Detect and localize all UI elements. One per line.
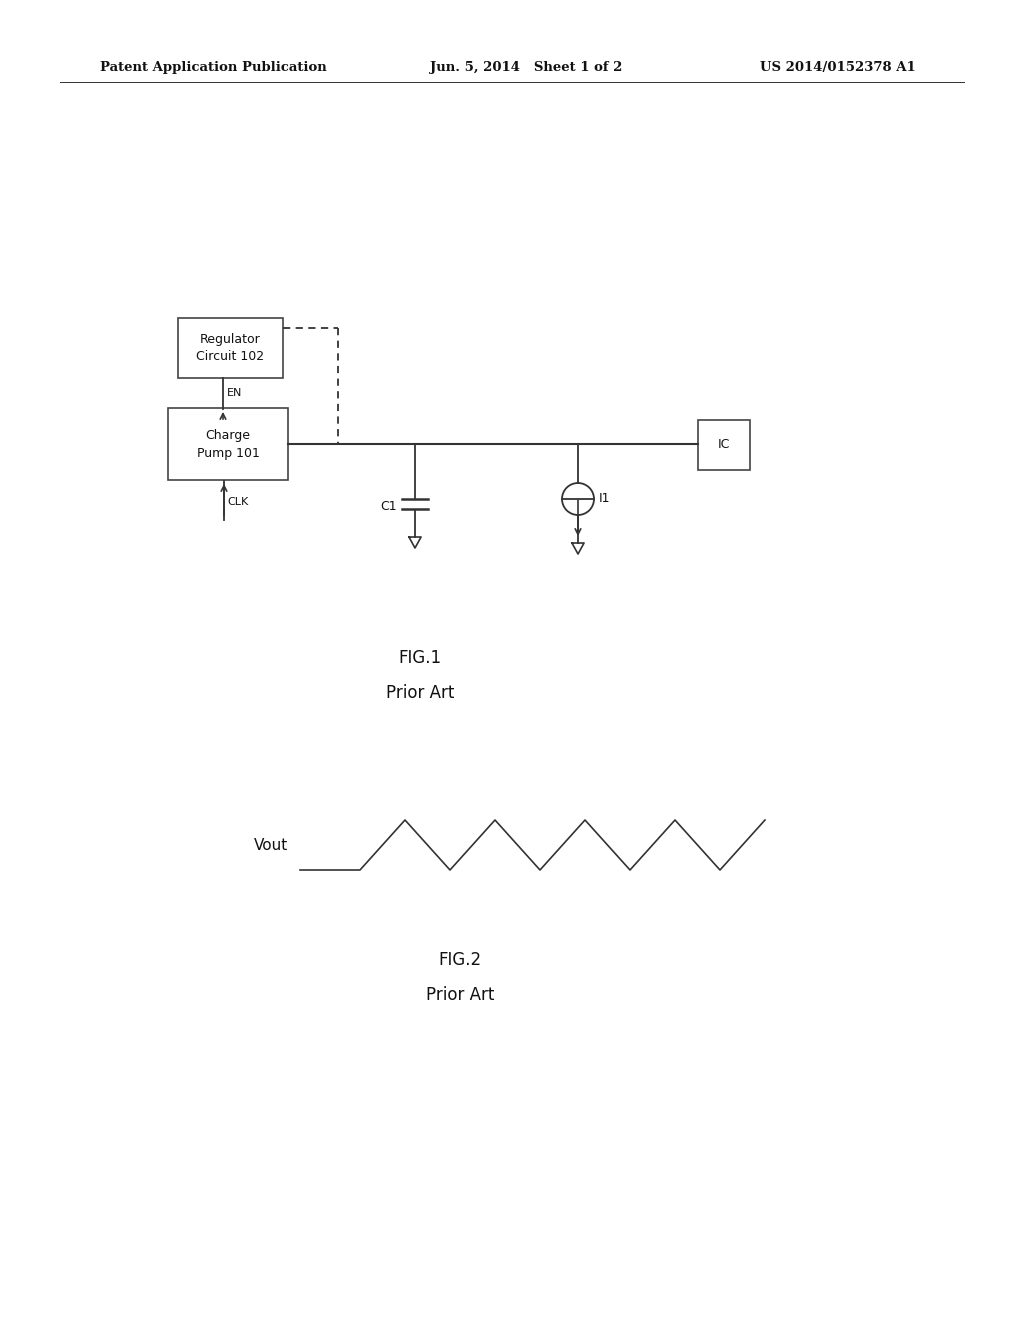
- Text: FIG.2: FIG.2: [438, 950, 481, 969]
- Text: Prior Art: Prior Art: [386, 684, 455, 702]
- Text: IC: IC: [718, 438, 730, 451]
- Text: I1: I1: [599, 492, 610, 506]
- Bar: [698, 420, 750, 470]
- Text: FIG.1: FIG.1: [398, 649, 441, 667]
- Bar: [168, 408, 288, 480]
- Text: Jun. 5, 2014   Sheet 1 of 2: Jun. 5, 2014 Sheet 1 of 2: [430, 61, 623, 74]
- Bar: [178, 318, 283, 378]
- Text: Prior Art: Prior Art: [426, 986, 495, 1005]
- Text: US 2014/0152378 A1: US 2014/0152378 A1: [760, 61, 915, 74]
- Text: EN: EN: [227, 388, 243, 399]
- Text: Charge
Pump 101: Charge Pump 101: [197, 429, 259, 459]
- Text: Vout: Vout: [254, 837, 288, 853]
- Text: Patent Application Publication: Patent Application Publication: [100, 61, 327, 74]
- Text: CLK: CLK: [227, 498, 248, 507]
- Text: Regulator
Circuit 102: Regulator Circuit 102: [197, 333, 264, 363]
- Text: C1: C1: [380, 499, 397, 512]
